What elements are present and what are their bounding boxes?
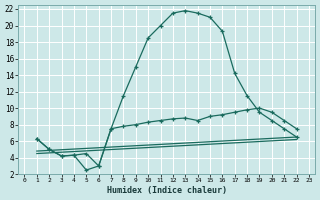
X-axis label: Humidex (Indice chaleur): Humidex (Indice chaleur)	[107, 186, 227, 195]
